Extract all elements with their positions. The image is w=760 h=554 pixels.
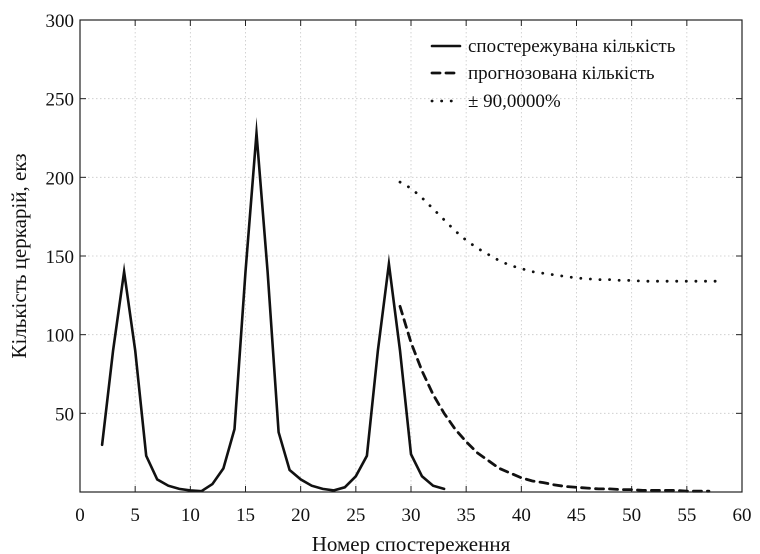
- x-tick-label: 50: [622, 505, 641, 526]
- legend: спостережувана кількість прогнозована кі…: [430, 36, 676, 112]
- x-tick-label: 45: [567, 505, 586, 526]
- y-axis-title: Кількість церкарій, екз: [7, 153, 31, 358]
- series-observed: [100, 116, 446, 493]
- y-tick-label: 300: [46, 11, 75, 32]
- grid-lines: [80, 20, 742, 492]
- x-tick-label: 55: [677, 505, 696, 526]
- series-lines: [100, 116, 722, 493]
- x-tick-label: 10: [181, 505, 200, 526]
- x-tick-label: 60: [733, 505, 752, 526]
- x-tick-label: 20: [291, 505, 310, 526]
- x-tick-label: 15: [236, 505, 255, 526]
- y-tick-labels: 50 100 150 200 250 300: [46, 11, 75, 425]
- x-tick-label: 30: [402, 505, 421, 526]
- x-tick-label: 5: [130, 505, 140, 526]
- y-tick-label: 250: [46, 90, 75, 111]
- y-tick-label: 50: [55, 404, 74, 425]
- x-tick-labels: 0 5 10 15 20 25 30 35 40 45 50 55 60: [75, 505, 751, 526]
- series-forecast: [398, 304, 711, 493]
- legend-label-observed: спостережувана кількість: [468, 36, 676, 57]
- x-axis-title: Номер спостереження: [312, 532, 511, 554]
- series-confidence: [398, 180, 722, 283]
- plot-frame: [79, 19, 743, 493]
- x-tick-label: 40: [512, 505, 531, 526]
- legend-label-confidence: ± 90,0000%: [468, 91, 561, 112]
- x-tick-label: 25: [346, 505, 365, 526]
- y-tick-label: 150: [46, 247, 75, 268]
- x-tick-label: 35: [457, 505, 476, 526]
- y-tick-label: 200: [46, 168, 75, 189]
- x-tick-label: 0: [75, 505, 85, 526]
- legend-label-forecast: прогнозована кількість: [468, 63, 655, 84]
- y-tick-label: 100: [46, 326, 75, 347]
